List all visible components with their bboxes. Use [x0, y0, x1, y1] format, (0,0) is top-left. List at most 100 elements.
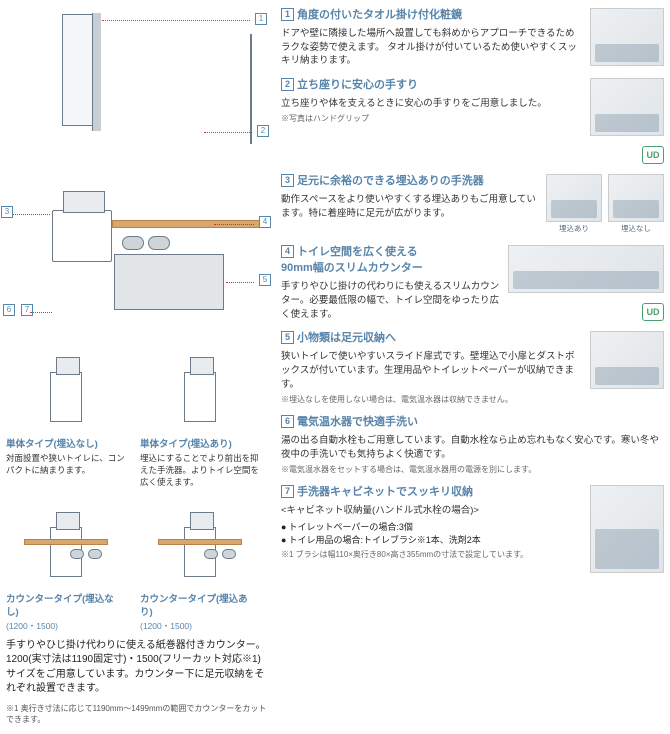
feature-note: ※写真はハンドグリップ [281, 113, 582, 125]
feature-7: 7手洗器キャビネットでスッキリ収納 <キャビネット収納量(ハンドル式水栓の場合)… [281, 485, 664, 573]
feature-3: 3足元に余裕のできる埋込ありの手洗器 動作スペースをより使いやすくする埋込ありも… [281, 174, 664, 235]
feature-number: 3 [281, 174, 294, 187]
feature-bullets: トイレットペーパーの場合:3個 トイレ用品の場合:トイレブラシ※1本、洗剤2本 [281, 521, 582, 547]
variant-common-desc: 手すりやひじ掛け代わりに使える紙巻器付きカウンター。1200(実寸法は1190固… [6, 639, 269, 697]
feature-thumb [608, 174, 664, 222]
feature-6: 6電気温水器で快適手洗い 湯の出る自動水栓もご用意しています。自動水栓なら止め忘… [281, 415, 664, 475]
feature-title-text: 立ち座りに安心の手すり [297, 79, 418, 91]
bullet-item: トイレットペーパーの場合:3個 [281, 521, 582, 534]
variant-desc: 埋込にすることでより前出を抑えた手洗器。よりトイレ空間を広く使えます。 [140, 452, 260, 489]
variant-item: カウンタータイプ(埋込あり) (1200・1500) [140, 497, 260, 635]
diagram-mirror [62, 14, 100, 126]
variant-title: 単体タイプ(埋込あり) [140, 438, 260, 452]
callout-2: 2 [254, 125, 272, 137]
variant-title: 単体タイプ(埋込なし) [6, 438, 126, 452]
variant-grid: 単体タイプ(埋込なし) 対面設置や狭いトイレに、コンパクトに納まります。 単体タ… [6, 342, 269, 635]
feature-title: 2立ち座りに安心の手すり [281, 78, 582, 94]
left-column: 1 2 3 4 5 67 単体タイプ(埋込なし) 対面設置や狭いトイレに、コンパ… [0, 0, 275, 734]
variant-sub: (1200・1500) [6, 620, 126, 632]
diagram-paper-roll [148, 236, 170, 250]
ud-badge: UD [642, 303, 664, 321]
feature-title-line2: 90mm幅のスリムカウンター [281, 262, 423, 274]
callout-line [10, 214, 50, 215]
callout-number: 1 [255, 13, 267, 25]
diagram-basin [52, 210, 112, 262]
feature-thumb [590, 78, 664, 136]
variant-item: 単体タイプ(埋込なし) 対面設置や狭いトイレに、コンパクトに納まります。 [6, 342, 126, 489]
feature-thumb [590, 8, 664, 66]
feature-subtitle: <キャビネット収納量(ハンドル式水栓の場合)> [281, 504, 582, 518]
bullet-item: トイレ用品の場合:トイレブラシ※1本、洗剤2本 [281, 534, 582, 547]
callout-number: 4 [259, 216, 271, 228]
variant-item: 単体タイプ(埋込あり) 埋込にすることでより前出を抑えた手洗器。よりトイレ空間を… [140, 342, 260, 489]
product-spec-page: 1 2 3 4 5 67 単体タイプ(埋込なし) 対面設置や狭いトイレに、コンパ… [0, 0, 670, 734]
feature-desc: 動作スペースをより使いやすくする埋込ありもご用意しています。特に着座時に足元が広… [281, 193, 538, 221]
variant-title: カウンタータイプ(埋込あり) [140, 593, 260, 621]
thumb-caption: 埋込なし [608, 224, 664, 235]
variant-thumb [16, 342, 116, 434]
feature-number: 5 [281, 331, 294, 344]
ud-badge: UD [642, 146, 664, 164]
variant-title: カウンタータイプ(埋込なし) [6, 593, 126, 621]
diagram-storage-panel [114, 254, 224, 310]
feature-note: ※埋込なしを使用しない場合は、電気温水器は収納できません。 [281, 394, 582, 406]
variant-sub: (1200・1500) [140, 620, 260, 632]
feature-title-text: 小物類は足元収納へ [297, 332, 396, 344]
callout-line [30, 312, 52, 313]
feature-title-text: トイレ空間を広く使える [297, 246, 418, 258]
callout-number: 2 [257, 125, 269, 137]
main-diagram: 1 2 3 4 5 67 [6, 8, 266, 328]
diagram-paper-roll [122, 236, 144, 250]
variant-thumb [150, 342, 250, 434]
callout-number: 5 [259, 274, 271, 286]
callout-number: 3 [1, 206, 13, 218]
feature-4: 4トイレ空間を広く使える 90mm幅のスリムカウンター 手すりやひじ掛けの代わりに… [281, 245, 664, 321]
feature-number: 4 [281, 245, 294, 258]
feature-title-text: 角度の付いたタオル掛け付化粧鏡 [297, 9, 462, 21]
right-column: 1角度の付いたタオル掛け付化粧鏡 ドアや壁に隣接した場所へ設置しても斜めからアプ… [275, 0, 670, 734]
feature-number: 6 [281, 415, 294, 428]
feature-title-text: 手洗器キャビネットでスッキリ収納 [297, 486, 473, 498]
feature-number: 1 [281, 8, 294, 21]
feature-title: 5小物類は足元収納へ [281, 331, 582, 347]
callout-line [204, 132, 252, 133]
variant-desc: 対面設置や狭いトイレに、コンパクトに納まります。 [6, 452, 126, 477]
thumb-caption: 埋込あり [546, 224, 602, 235]
callout-5: 5 [256, 274, 274, 286]
feature-thumb [590, 485, 664, 573]
feature-title: 7手洗器キャビネットでスッキリ収納 [281, 485, 582, 501]
callout-4: 4 [256, 216, 274, 228]
feature-desc: 狭いトイレで使いやすいスライド扉式です。壁埋込で小扉とダストボックスが付いていま… [281, 350, 582, 391]
feature-title-text: 足元に余裕のできる埋込ありの手洗器 [297, 175, 484, 187]
callout-number: 7 [21, 304, 33, 316]
callout-line [214, 224, 254, 225]
feature-thumb [590, 331, 664, 389]
variant-thumb [16, 497, 116, 589]
callout-3: 3 [0, 206, 16, 218]
feature-note: ※電気温水器をセットする場合は、電気温水器用の電源を別にします。 [281, 464, 664, 476]
feature-thumb [508, 245, 664, 293]
variant-thumb [150, 497, 250, 589]
feature-2: 2立ち座りに安心の手すり 立ち座りや体を支えるときに安心の手すりをご用意しました… [281, 78, 664, 164]
variant-item: カウンタータイプ(埋込なし) (1200・1500) [6, 497, 126, 635]
diagram-handrail [250, 34, 252, 144]
feature-note: ※1 ブラシは幅110×奥行き80×高さ355mmの寸法で設定しています。 [281, 549, 582, 561]
callout-6-7: 67 [0, 304, 36, 316]
feature-5: 5小物類は足元収納へ 狭いトイレで使いやすいスライド扉式です。壁埋込で小扉とダス… [281, 331, 664, 405]
feature-1: 1角度の付いたタオル掛け付化粧鏡 ドアや壁に隣接した場所へ設置しても斜めからアプ… [281, 8, 664, 68]
feature-desc: 立ち座りや体を支えるときに安心の手すりをご用意しました。 [281, 97, 582, 111]
feature-desc: 手すりやひじ掛けの代わりにも使えるスリムカウンター。必要最低限の幅で、トイレ空間… [281, 280, 500, 321]
variant-footnote: ※1 奥行き寸法に応じて1190mm～1499mmの範囲でカウンターをカットでき… [6, 703, 269, 726]
feature-thumb [546, 174, 602, 222]
feature-title: 3足元に余裕のできる埋込ありの手洗器 [281, 174, 538, 190]
feature-desc: ドアや壁に隣接した場所へ設置しても斜めからアプローチできるためラクな姿勢で使えま… [281, 27, 582, 68]
feature-title-text: 電気温水器で快適手洗い [297, 416, 418, 428]
feature-title: 1角度の付いたタオル掛け付化粧鏡 [281, 8, 582, 24]
feature-title: 6電気温水器で快適手洗い [281, 415, 664, 431]
feature-title: 4トイレ空間を広く使える 90mm幅のスリムカウンター [281, 245, 500, 277]
feature-number: 7 [281, 485, 294, 498]
callout-number: 6 [3, 304, 15, 316]
feature-number: 2 [281, 78, 294, 91]
callout-line [226, 282, 254, 283]
callout-line [102, 20, 250, 21]
